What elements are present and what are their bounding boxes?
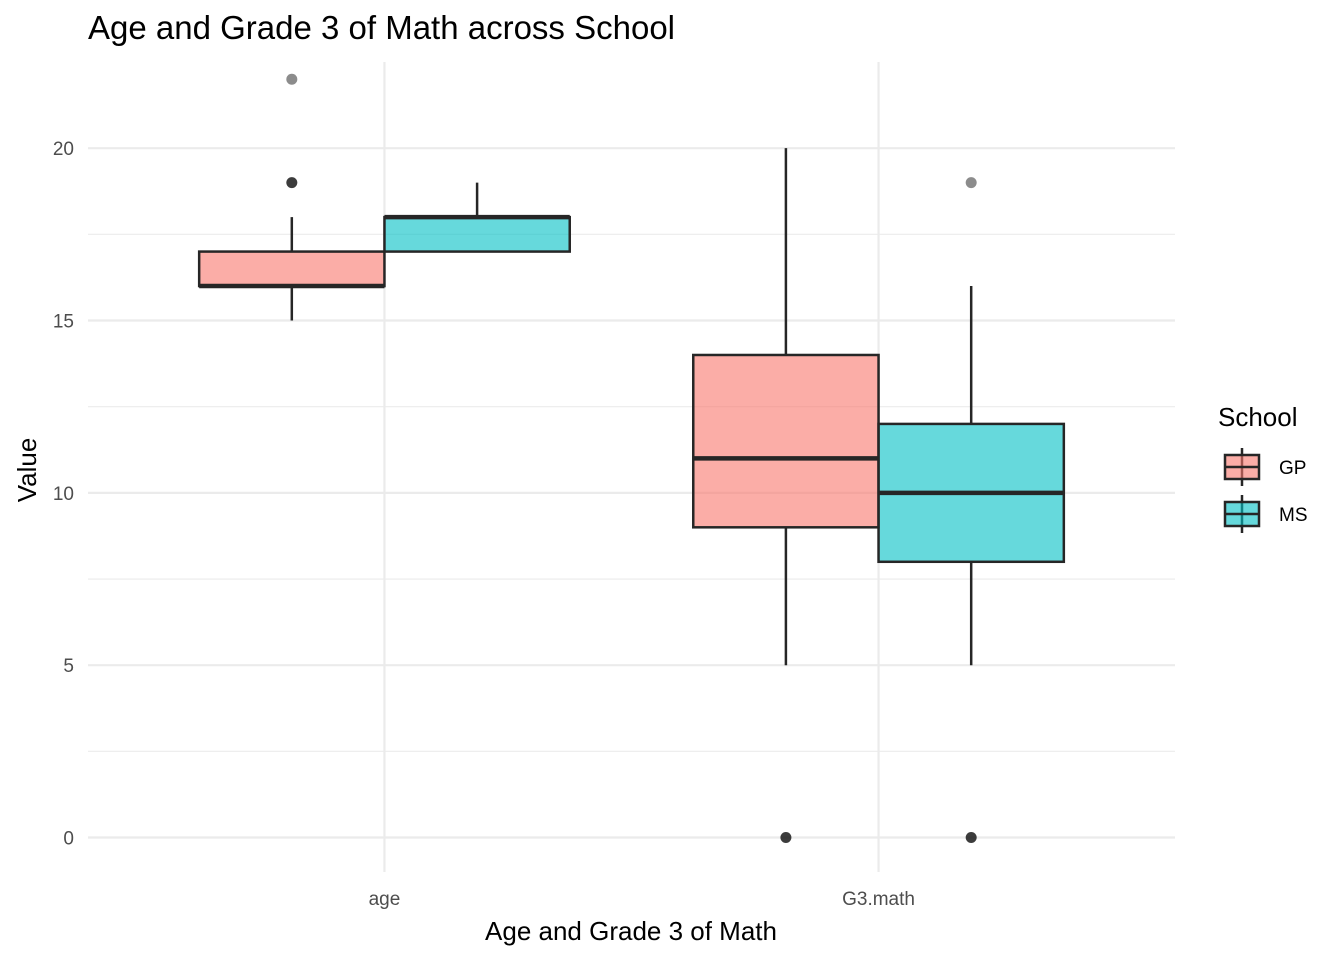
x-tick-label: G3.math: [842, 889, 915, 910]
x-axis: age G3.math: [369, 889, 915, 910]
box-body: [692, 353, 880, 529]
box-gp-g3-math: [692, 148, 880, 844]
chart-title: Age and Grade 3 of Math across School: [88, 9, 675, 46]
outlier-point: [286, 73, 298, 85]
box-body: [383, 215, 571, 253]
y-tick-label: 0: [63, 829, 74, 850]
y-tick-label: 5: [63, 656, 74, 677]
box-body: [197, 250, 386, 288]
y-tick-label: 15: [53, 312, 74, 333]
legend-entry-ms: MS: [1223, 495, 1308, 533]
legend-label: MS: [1279, 505, 1308, 526]
legend-title: School: [1218, 402, 1298, 432]
box-series: [197, 73, 1066, 844]
y-axis: 0 5 10 15 20: [53, 139, 74, 849]
y-tick-label: 10: [53, 484, 74, 505]
y-tick-label: 20: [53, 139, 74, 160]
grid: [88, 62, 1175, 872]
x-axis-title: Age and Grade 3 of Math: [485, 916, 777, 946]
legend: School GP MS: [1218, 402, 1308, 533]
outlier-point: [965, 177, 977, 189]
outlier-point: [965, 832, 977, 844]
outlier-point: [780, 832, 792, 844]
legend-entry-gp: GP: [1223, 448, 1306, 486]
y-axis-title: Value: [12, 438, 42, 503]
outlier-point: [286, 177, 298, 189]
x-tick-label: age: [369, 889, 401, 910]
box-ms-g3-math: [877, 177, 1066, 844]
box-gp-age: [197, 73, 386, 321]
box-ms-age: [383, 182, 571, 253]
legend-label: GP: [1279, 458, 1306, 479]
